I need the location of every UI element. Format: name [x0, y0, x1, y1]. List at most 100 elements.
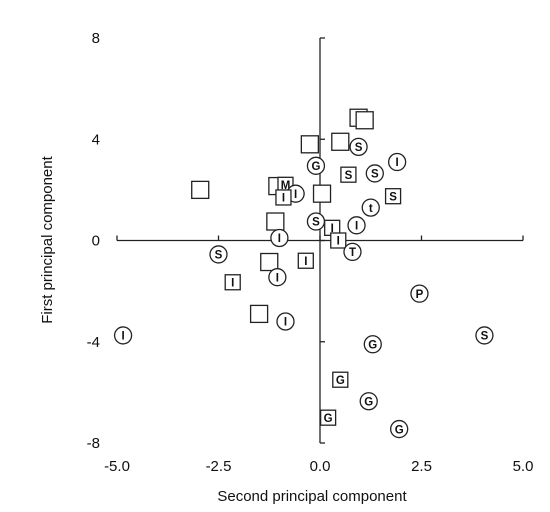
data-point: I [387, 152, 407, 172]
data-point: I [224, 274, 241, 291]
data-point: G [359, 392, 378, 411]
circle-marker [475, 326, 494, 345]
square-marker [266, 212, 285, 231]
y-tick-label: -8 [87, 435, 100, 452]
circle-marker [209, 245, 228, 264]
point-label: I [282, 193, 285, 205]
data-point: G [332, 371, 349, 388]
x-tick-label: 5.0 [513, 458, 534, 475]
data-point: t [361, 198, 380, 217]
point-label: I [276, 272, 279, 284]
circle-marker [268, 268, 287, 287]
data-point [260, 252, 279, 272]
y-tick-label: 0 [92, 233, 100, 250]
point-label: I [331, 223, 334, 235]
data-point [191, 180, 210, 200]
data-point: S [340, 166, 357, 183]
point-label: P [416, 289, 424, 301]
data-point [300, 135, 320, 154]
square-marker [297, 252, 314, 269]
x-tick-label: -5.0 [104, 458, 130, 475]
axes [116, 37, 524, 444]
data-point: G [319, 409, 337, 426]
data-point: P [410, 284, 429, 303]
circle-marker [343, 242, 362, 262]
circle-marker [359, 392, 378, 411]
point-label: I [337, 236, 340, 248]
square-marker [340, 166, 357, 183]
square-marker [355, 111, 374, 130]
point-label: I [231, 277, 234, 289]
square-marker [312, 184, 332, 203]
data-point [266, 212, 285, 231]
data-point: G [390, 419, 409, 439]
square-marker [330, 232, 347, 249]
circle-marker [390, 419, 409, 439]
y-tick-label: 8 [92, 30, 100, 47]
data-point: G [306, 156, 326, 175]
point-label: S [371, 169, 379, 181]
data-point: S [475, 326, 494, 345]
point-label: I [355, 221, 358, 233]
circle-marker [365, 164, 384, 183]
point-label: I [121, 331, 124, 343]
circle-marker [349, 137, 368, 156]
square-marker [332, 371, 349, 388]
data-point: I [347, 216, 366, 235]
circle-marker [387, 152, 407, 172]
data-point [355, 111, 374, 130]
point-label: I [278, 233, 281, 245]
data-point: T [343, 242, 362, 262]
square-marker [260, 252, 279, 272]
x-tick-label: -2.5 [206, 458, 232, 475]
circle-marker [361, 198, 380, 217]
data-point: I [276, 312, 295, 331]
data-point [312, 184, 332, 203]
circle-marker [347, 216, 366, 235]
square-marker [319, 409, 337, 426]
x-axis-label: Second principal component [217, 488, 407, 505]
square-marker [331, 132, 350, 151]
point-label: G [324, 413, 333, 425]
circle-marker [276, 312, 295, 331]
data-point: G [363, 335, 382, 354]
y-tick-label: 4 [92, 131, 100, 148]
point-label: S [389, 191, 397, 203]
circle-marker [410, 284, 429, 303]
data-point: S [349, 137, 368, 156]
data-point: S [306, 212, 326, 231]
point-label: S [345, 170, 353, 182]
point-label: S [312, 217, 320, 229]
data-point: I [324, 219, 341, 236]
circle-marker [306, 156, 326, 175]
data-point: S [209, 245, 228, 264]
square-marker [300, 135, 320, 154]
x-tick-label: 0.0 [310, 458, 331, 475]
point-label: I [284, 317, 287, 329]
point-label: S [215, 250, 223, 262]
point-label: S [355, 142, 363, 154]
point-label: I [396, 157, 399, 169]
point-label: S [481, 331, 489, 343]
square-marker [275, 189, 292, 206]
data-point: I [297, 252, 314, 269]
data-point: I [330, 232, 347, 249]
point-label: G [336, 375, 345, 387]
x-tick-label: 2.5 [411, 458, 432, 475]
data-point: I [268, 268, 287, 287]
circle-marker [113, 326, 133, 345]
point-label: G [395, 424, 404, 436]
data-point: S [384, 188, 402, 205]
data-point [331, 132, 350, 151]
point-label: M [281, 180, 291, 192]
square-marker [191, 180, 210, 200]
circle-marker [363, 335, 382, 354]
tick-labels: -5.0 -2.5 0.0 2.5 5.0 -8 -4 0 4 8 [87, 30, 534, 475]
data-point: S [365, 164, 384, 183]
circle-marker [270, 228, 289, 248]
y-tick-label: -4 [87, 334, 100, 351]
y-axis-label: First principal component [39, 155, 56, 323]
point-label: G [311, 161, 320, 173]
